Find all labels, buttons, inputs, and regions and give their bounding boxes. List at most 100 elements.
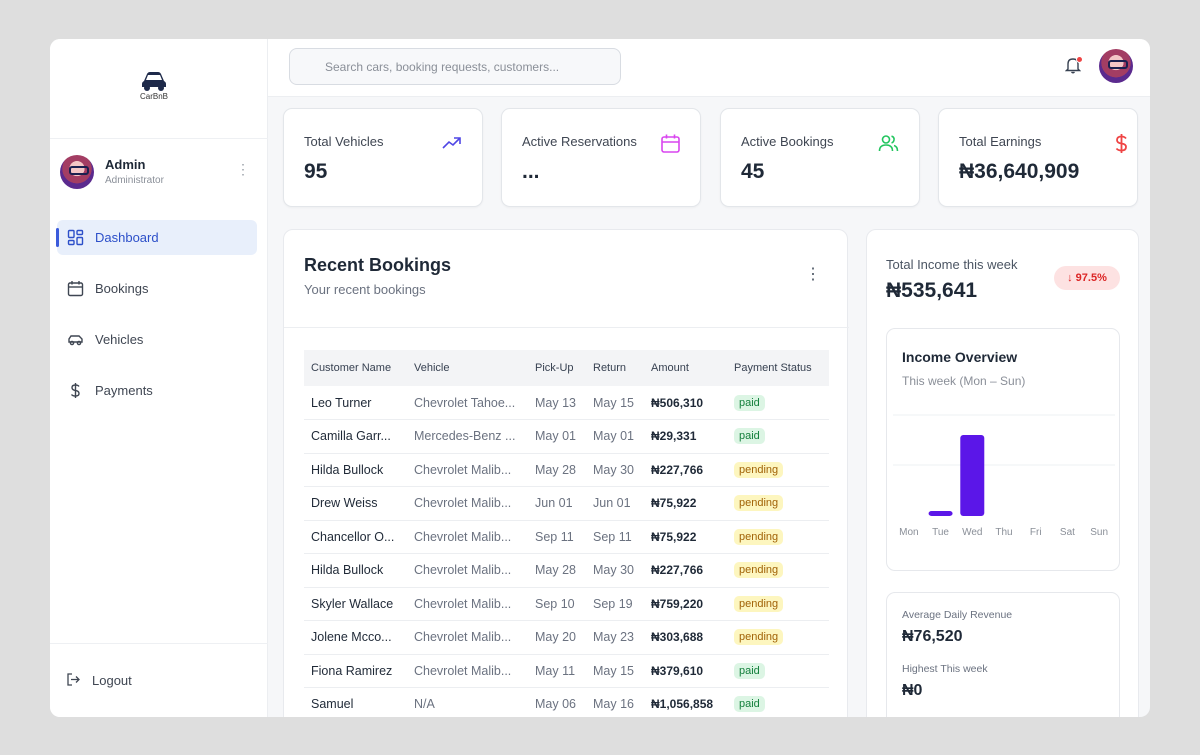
sidebar-item-vehicles[interactable]: Vehicles (57, 322, 257, 357)
column-header[interactable]: Return (586, 350, 644, 386)
return-cell: Sep 19 (586, 587, 644, 621)
user-name: Admin (105, 157, 146, 172)
car-icon (68, 335, 83, 346)
overview-title: Income Overview (902, 349, 1018, 365)
status-badge: pending (734, 562, 784, 579)
column-header[interactable]: Pick-Up (528, 350, 586, 386)
avg-revenue-value: ₦76,520 (902, 628, 963, 645)
stat-value: ₦36,640,909 (959, 160, 1080, 183)
table-row[interactable]: Hilda Bullock Chevrolet Malib... May 28 May… (304, 553, 829, 588)
x-tick-label: Mon (899, 527, 918, 538)
amount-cell: ₦75,922 (644, 486, 727, 521)
status-badge: pending (734, 461, 784, 478)
top-bar (268, 39, 1150, 97)
more-vertical-icon[interactable]: ⋮ (236, 161, 250, 177)
status-badge: pending (734, 629, 784, 646)
table-row[interactable]: Samuel N/A May 06 May 16 ₦1,056,858 paid (304, 687, 829, 717)
pickup-cell: May 01 (528, 419, 586, 454)
x-tick-label: Tue (932, 527, 949, 538)
pickup-cell: May 28 (528, 453, 586, 487)
table-row[interactable]: Skyler Wallace Chevrolet Malib... Sep 10 Se… (304, 587, 829, 621)
app-window: CarBnB Admin Administrator ⋮ Dashboard B… (50, 39, 1150, 717)
stat-card-total-earnings: Total Earnings ₦36,640,909 (938, 108, 1138, 207)
return-cell: May 15 (586, 386, 644, 420)
table-row[interactable]: Drew Weiss Chevrolet Malib... Jun 01 Jun 01… (304, 486, 829, 521)
column-header[interactable]: Amount (644, 350, 727, 386)
status-badge: paid (734, 662, 765, 679)
return-cell: Jun 01 (586, 486, 644, 521)
card-subtitle: Your recent bookings (304, 282, 426, 297)
column-header[interactable]: Payment Status (727, 350, 829, 386)
status-cell: paid (727, 654, 829, 688)
sidebar-divider (50, 138, 268, 139)
logout-icon (67, 673, 80, 686)
column-header[interactable]: Vehicle (407, 350, 528, 386)
sidebar-item-bookings[interactable]: Bookings (57, 271, 257, 306)
x-tick-label: Sat (1060, 527, 1075, 538)
table-row[interactable]: Hilda Bullock Chevrolet Malib... May 28 May… (304, 453, 829, 487)
vehicle-cell: Chevrolet Malib... (407, 620, 528, 655)
users-icon (878, 135, 899, 152)
sidebar-item-dashboard[interactable]: Dashboard (56, 220, 257, 255)
table-row[interactable]: Camilla Garr... Mercedes-Benz ... May 01 Ma… (304, 419, 829, 454)
search-box[interactable] (289, 48, 621, 85)
status-cell: paid (727, 386, 829, 420)
customer-cell: Leo Turner (304, 386, 407, 420)
status-cell: paid (727, 687, 829, 717)
column-header[interactable]: Customer Name (304, 350, 407, 386)
active-indicator (56, 228, 59, 247)
customer-cell: Skyler Wallace (304, 587, 407, 621)
vehicle-cell: Mercedes-Benz ... (407, 419, 528, 454)
status-badge: pending (734, 595, 784, 612)
notification-dot (1076, 56, 1083, 63)
status-cell: pending (727, 486, 829, 521)
chart-bar[interactable] (928, 511, 953, 516)
avg-revenue-label: Average Daily Revenue (902, 609, 1013, 621)
more-vertical-icon[interactable]: ⋮ (805, 266, 821, 283)
income-value: ₦535,641 (886, 279, 978, 302)
customer-cell: Hilda Bullock (304, 453, 407, 487)
pickup-cell: May 13 (528, 386, 586, 420)
stat-card-total-vehicles: Total Vehicles 95 (283, 108, 483, 207)
change-badge: ↓ 97.5% (1054, 266, 1120, 290)
amount-cell: ₦227,766 (644, 453, 727, 487)
pickup-cell: Jun 01 (528, 486, 586, 521)
status-cell: pending (727, 587, 829, 621)
income-overview-card: Income Overview This week (Mon – Sun) Mo… (886, 328, 1120, 571)
stat-title: Total Earnings (959, 134, 1042, 149)
vehicle-cell: Chevrolet Malib... (407, 520, 528, 554)
customer-cell: Fiona Ramirez (304, 654, 407, 688)
bell-icon[interactable] (1065, 56, 1081, 74)
stat-value: ... (522, 160, 540, 183)
amount-cell: ₦75,922 (644, 520, 727, 554)
revenue-stats-card: Average Daily Revenue ₦76,520 Highest Th… (886, 592, 1120, 717)
user-role: Administrator (105, 175, 164, 186)
return-cell: May 01 (586, 419, 644, 454)
table-row[interactable]: Jolene Mcco... Chevrolet Malib... May 20 Ma… (304, 620, 829, 655)
user-profile[interactable]: Admin Administrator ⋮ (60, 154, 260, 192)
income-label: Total Income this week (886, 257, 1018, 272)
pickup-cell: Sep 11 (528, 520, 586, 554)
status-badge: paid (734, 428, 765, 445)
table-row[interactable]: Chancellor O... Chevrolet Malib... Sep 11 S… (304, 520, 829, 554)
recent-bookings-card: Recent Bookings Your recent bookings ⋮ C… (283, 229, 849, 717)
return-cell: May 30 (586, 453, 644, 487)
logout-button[interactable]: Logout (66, 671, 166, 691)
calendar-icon (67, 281, 84, 297)
table-row[interactable]: Leo Turner Chevrolet Tahoe... May 13 May 15… (304, 386, 829, 420)
stat-title: Total Vehicles (304, 134, 384, 149)
user-avatar-button[interactable] (1099, 49, 1133, 83)
chart-bar[interactable] (960, 435, 985, 516)
sidebar-item-payments[interactable]: Payments (57, 373, 257, 408)
avatar (60, 155, 94, 189)
sidebar-divider (50, 643, 268, 644)
vehicle-cell: Chevrolet Malib... (407, 453, 528, 487)
table-row[interactable]: Fiona Ramirez Chevrolet Malib... May 11 May… (304, 654, 829, 688)
logo[interactable]: CarBnB (50, 69, 258, 101)
stat-title: Active Bookings (741, 134, 834, 149)
income-bar-chart: Mon Tue Wed Thu Fri Sat Sun (893, 414, 1115, 538)
customer-cell: Drew Weiss (304, 486, 407, 521)
dollar-icon (1115, 134, 1127, 153)
search-input[interactable] (290, 49, 620, 84)
customer-cell: Hilda Bullock (304, 553, 407, 588)
